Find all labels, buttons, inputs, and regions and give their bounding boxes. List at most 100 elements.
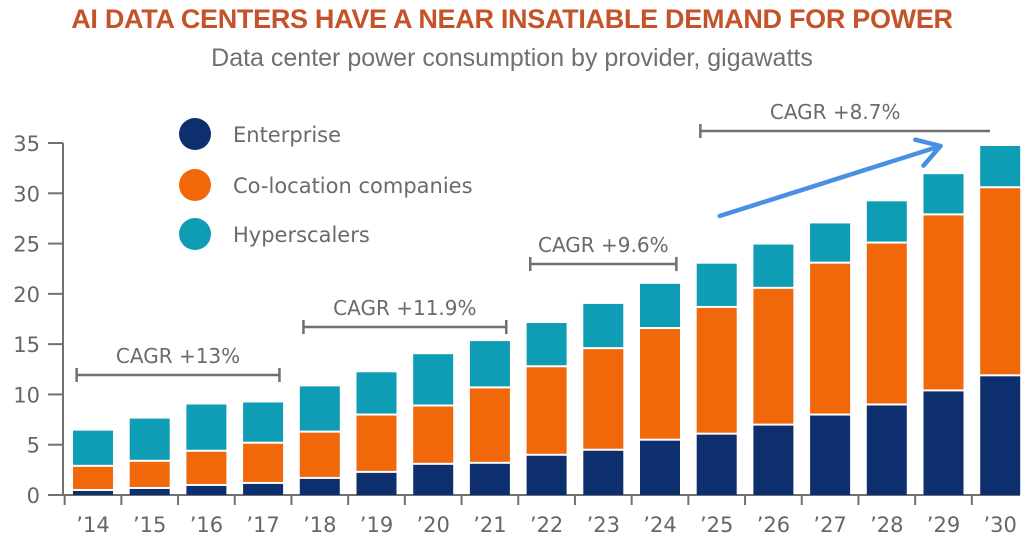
bar-segment-enterprise (356, 472, 397, 495)
bar-segment-enterprise (640, 440, 680, 495)
legend-label: Co-location companies (233, 174, 473, 198)
x-tick-label: ’20 (416, 513, 449, 537)
x-tick-label: ’18 (303, 513, 336, 537)
axes: 0 5 10 15 20 25 30 35 ’14 ’15 ’16 ’17 ’18 ’19 ’20 ’21 ’2… (13, 132, 1020, 537)
legend: Enterprise Co-location companies Hyperscal… (179, 118, 473, 250)
bar-segment-hyperscalers (753, 244, 794, 287)
chart-title: AI DATA CENTERS HAVE A NEAR INSATIABLE D… (71, 4, 953, 34)
bar-segment-co-location-companies (299, 432, 340, 477)
bar-segment-enterprise (299, 478, 340, 495)
legend-swatch (179, 118, 211, 150)
cagr-annotation: CAGR +13% (75, 344, 281, 382)
bar-segment-co-location-companies (753, 288, 794, 424)
bar-segment-enterprise (923, 391, 964, 495)
bar-segment-enterprise (73, 490, 113, 495)
cagr-annotation: CAGR +8.7% (699, 100, 990, 138)
x-tick-label: ’14 (76, 513, 109, 537)
x-tick-label: ’19 (360, 513, 393, 537)
bar-segment-enterprise (980, 376, 1021, 495)
legend-item: Hyperscalers (179, 218, 370, 250)
legend-item: Co-location companies (179, 169, 473, 201)
trend-arrow-head (913, 137, 943, 168)
bar-segment-hyperscalers (923, 174, 964, 214)
legend-swatch (179, 218, 211, 250)
bar-segment-co-location-companies (186, 451, 227, 484)
legend-label: Enterprise (233, 123, 341, 147)
bar-segment-hyperscalers (696, 263, 737, 306)
cagr-label: CAGR +11.9% (333, 296, 476, 320)
bar-segment-enterprise (583, 450, 624, 495)
bar-segment-enterprise (753, 425, 794, 495)
y-tick-label: 30 (13, 182, 40, 206)
bar-segment-enterprise (413, 464, 454, 495)
bar-segment-co-location-companies (129, 461, 170, 487)
x-tick-label: ’23 (587, 513, 620, 537)
x-tick-label: ’27 (813, 513, 846, 537)
bar-segment-co-location-companies (980, 188, 1021, 375)
x-tick-label: ’29 (927, 513, 960, 537)
y-tick-label: 10 (13, 383, 40, 407)
x-tick-label: ’30 (983, 513, 1016, 537)
y-tick-label: 20 (13, 283, 40, 307)
x-tick-label: ’26 (757, 513, 790, 537)
cagr-label: CAGR +9.6% (538, 233, 669, 257)
bar-segment-co-location-companies (640, 329, 680, 439)
bar-segment-co-location-companies (526, 367, 567, 454)
bar-segment-co-location-companies (469, 388, 510, 462)
bar-segment-hyperscalers (73, 430, 113, 465)
bar-segment-enterprise (129, 488, 170, 495)
bar-segment-hyperscalers (583, 303, 624, 348)
cagr-annotations: CAGR +13% CAGR +11.9% CAGR +9.6% CAGR +8.7% (75, 100, 990, 382)
chart-subtitle: Data center power consumption by provide… (211, 44, 813, 72)
cagr-annotation: CAGR +9.6% (529, 233, 678, 271)
bar-segment-hyperscalers (413, 354, 454, 405)
bar-segment-enterprise (696, 434, 737, 495)
bar-segment-hyperscalers (243, 402, 284, 442)
bar-segment-hyperscalers (526, 323, 567, 366)
cagr-annotation: CAGR +11.9% (302, 296, 508, 334)
x-tick-label: ’25 (700, 513, 733, 537)
bar-segment-hyperscalers (186, 404, 227, 450)
y-tick-label: 25 (13, 233, 40, 257)
legend-swatch (179, 169, 211, 201)
bar-segment-hyperscalers (866, 201, 907, 242)
x-tick-label: ’22 (530, 513, 563, 537)
bar-segment-co-location-companies (696, 307, 737, 433)
bar-segment-enterprise (469, 463, 510, 495)
y-tick-label: 5 (27, 434, 40, 458)
y-tick-label: 15 (13, 333, 40, 357)
x-tick-label: ’21 (473, 513, 506, 537)
cagr-label: CAGR +13% (116, 344, 240, 368)
x-tick-label: ’15 (133, 513, 166, 537)
bar-segment-enterprise (866, 405, 907, 495)
legend-label: Hyperscalers (233, 223, 370, 247)
x-tick-label: ’28 (870, 513, 903, 537)
y-tick-label: 0 (27, 484, 40, 508)
bar-segment-co-location-companies (356, 415, 397, 471)
bar-segment-co-location-companies (866, 243, 907, 404)
bar-segment-enterprise (526, 455, 567, 495)
bar-segment-co-location-companies (243, 443, 284, 482)
cagr-label: CAGR +8.7% (770, 100, 901, 124)
bar-segment-hyperscalers (129, 418, 170, 460)
bar-segment-hyperscalers (640, 283, 680, 328)
y-tick-label: 35 (13, 132, 40, 156)
x-tick-label: ’16 (190, 513, 223, 537)
x-tick-label: ’17 (246, 513, 279, 537)
bar-segment-enterprise (810, 415, 851, 495)
trend-arrow-shaft (717, 143, 943, 219)
bar-segment-hyperscalers (299, 386, 340, 431)
bar-segment-co-location-companies (923, 215, 964, 390)
bar-segment-co-location-companies (810, 263, 851, 414)
bar-segment-hyperscalers (469, 341, 510, 387)
bar-segment-co-location-companies (73, 466, 113, 489)
x-tick-label: ’24 (643, 513, 676, 537)
bars (73, 146, 1021, 495)
bar-segment-co-location-companies (413, 406, 454, 463)
bar-segment-enterprise (243, 483, 284, 495)
bar-segment-enterprise (186, 485, 227, 495)
legend-item: Enterprise (179, 118, 341, 150)
trend-arrow (717, 137, 943, 219)
bar-segment-hyperscalers (810, 223, 851, 262)
